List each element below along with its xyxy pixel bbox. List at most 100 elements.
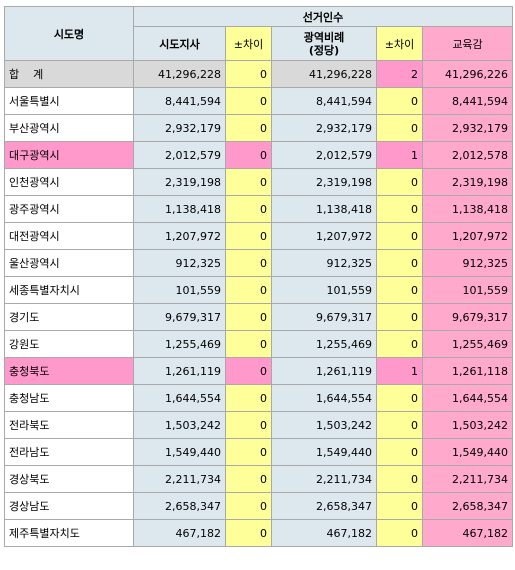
sido-count-cell[interactable]: 467,182 (133, 519, 226, 547)
metro-count-cell[interactable]: 1,207,972 (271, 222, 377, 250)
sido-count-cell[interactable]: 2,319,198 (133, 168, 226, 196)
diff1-cell[interactable]: 0 (225, 195, 272, 223)
region-name-cell[interactable]: 경상남도 (4, 492, 134, 520)
diff1-cell[interactable]: 0 (225, 330, 272, 358)
sido-count-cell[interactable]: 8,441,594 (133, 87, 226, 115)
sido-count-cell[interactable]: 2,932,179 (133, 114, 226, 142)
metro-count-cell[interactable]: 1,549,440 (271, 438, 377, 466)
edu-count-cell[interactable]: 1,503,242 (422, 411, 513, 439)
sido-count-cell[interactable]: 2,211,734 (133, 465, 226, 493)
region-name-cell[interactable]: 충청북도 (4, 357, 134, 385)
diff1-cell[interactable]: 0 (225, 438, 272, 466)
metro-count-cell[interactable]: 1,255,469 (271, 330, 377, 358)
sido-count-cell[interactable]: 1,255,469 (133, 330, 226, 358)
edu-count-cell[interactable]: 1,138,418 (422, 195, 513, 223)
diff2-cell[interactable]: 0 (376, 303, 423, 331)
diff1-cell[interactable]: 0 (225, 114, 272, 142)
metro-count-cell[interactable]: 9,679,317 (271, 303, 377, 331)
diff2-cell[interactable]: 0 (376, 87, 423, 115)
diff1-cell[interactable]: 0 (225, 168, 272, 196)
metro-count-cell[interactable]: 2,319,198 (271, 168, 377, 196)
sido-count-cell[interactable]: 912,325 (133, 249, 226, 277)
region-name-cell[interactable]: 인천광역시 (4, 168, 134, 196)
sido-count-cell[interactable]: 1,503,242 (133, 411, 226, 439)
diff2-cell[interactable]: 0 (376, 519, 423, 547)
sido-count-cell[interactable]: 1,644,554 (133, 384, 226, 412)
sido-count-cell[interactable]: 101,559 (133, 276, 226, 304)
region-name-cell[interactable]: 전라남도 (4, 438, 134, 466)
edu-count-cell[interactable]: 41,296,226 (422, 60, 513, 88)
diff1-cell[interactable]: 0 (225, 276, 272, 304)
region-name-cell[interactable]: 강원도 (4, 330, 134, 358)
diff1-cell[interactable]: 0 (225, 141, 272, 169)
diff2-cell[interactable]: 1 (376, 141, 423, 169)
region-name-cell[interactable]: 광주광역시 (4, 195, 134, 223)
edu-count-cell[interactable]: 1,644,554 (422, 384, 513, 412)
diff2-cell[interactable]: 0 (376, 222, 423, 250)
metro-count-cell[interactable]: 2,658,347 (271, 492, 377, 520)
diff1-cell[interactable]: 0 (225, 87, 272, 115)
metro-count-cell[interactable]: 1,503,242 (271, 411, 377, 439)
diff2-cell[interactable]: 0 (376, 114, 423, 142)
diff2-cell[interactable]: 0 (376, 330, 423, 358)
edu-count-cell[interactable]: 2,932,179 (422, 114, 513, 142)
diff1-cell[interactable]: 0 (225, 60, 272, 88)
metro-count-cell[interactable]: 2,211,734 (271, 465, 377, 493)
sido-count-cell[interactable]: 1,261,119 (133, 357, 226, 385)
diff1-cell[interactable]: 0 (225, 519, 272, 547)
diff1-cell[interactable]: 0 (225, 222, 272, 250)
diff1-cell[interactable]: 0 (225, 249, 272, 277)
region-name-cell[interactable]: 경상북도 (4, 465, 134, 493)
sido-count-cell[interactable]: 2,012,579 (133, 141, 226, 169)
region-name-cell[interactable]: 부산광역시 (4, 114, 134, 142)
sido-count-cell[interactable]: 2,658,347 (133, 492, 226, 520)
metro-count-cell[interactable]: 1,644,554 (271, 384, 377, 412)
diff2-cell[interactable]: 0 (376, 168, 423, 196)
diff2-cell[interactable]: 0 (376, 438, 423, 466)
diff2-cell[interactable]: 0 (376, 249, 423, 277)
diff2-cell[interactable]: 0 (376, 465, 423, 493)
diff1-cell[interactable]: 0 (225, 492, 272, 520)
diff2-cell[interactable]: 0 (376, 411, 423, 439)
edu-count-cell[interactable]: 101,559 (422, 276, 513, 304)
sido-count-cell[interactable]: 1,138,418 (133, 195, 226, 223)
region-name-cell[interactable]: 경기도 (4, 303, 134, 331)
region-name-cell[interactable]: 전라북도 (4, 411, 134, 439)
metro-count-cell[interactable]: 41,296,228 (271, 60, 377, 88)
diff1-cell[interactable]: 0 (225, 465, 272, 493)
edu-count-cell[interactable]: 1,261,118 (422, 357, 513, 385)
diff2-cell[interactable]: 0 (376, 492, 423, 520)
edu-count-cell[interactable]: 2,319,198 (422, 168, 513, 196)
edu-count-cell[interactable]: 1,255,469 (422, 330, 513, 358)
metro-count-cell[interactable]: 1,261,119 (271, 357, 377, 385)
edu-count-cell[interactable]: 8,441,594 (422, 87, 513, 115)
diff1-cell[interactable]: 0 (225, 411, 272, 439)
diff2-cell[interactable]: 0 (376, 384, 423, 412)
region-name-cell[interactable]: 대구광역시 (4, 141, 134, 169)
region-name-cell[interactable]: 울산광역시 (4, 249, 134, 277)
region-name-cell[interactable]: 합 계 (4, 60, 134, 88)
sido-count-cell[interactable]: 9,679,317 (133, 303, 226, 331)
metro-count-cell[interactable]: 2,932,179 (271, 114, 377, 142)
diff1-cell[interactable]: 0 (225, 384, 272, 412)
edu-count-cell[interactable]: 2,211,734 (422, 465, 513, 493)
metro-count-cell[interactable]: 2,012,579 (271, 141, 377, 169)
region-name-cell[interactable]: 충청남도 (4, 384, 134, 412)
metro-count-cell[interactable]: 1,138,418 (271, 195, 377, 223)
sido-count-cell[interactable]: 41,296,228 (133, 60, 226, 88)
metro-count-cell[interactable]: 467,182 (271, 519, 377, 547)
region-name-cell[interactable]: 대전광역시 (4, 222, 134, 250)
diff2-cell[interactable]: 1 (376, 357, 423, 385)
sido-count-cell[interactable]: 1,549,440 (133, 438, 226, 466)
metro-count-cell[interactable]: 912,325 (271, 249, 377, 277)
edu-count-cell[interactable]: 1,549,440 (422, 438, 513, 466)
edu-count-cell[interactable]: 912,325 (422, 249, 513, 277)
diff2-cell[interactable]: 0 (376, 276, 423, 304)
diff2-cell[interactable]: 0 (376, 195, 423, 223)
metro-count-cell[interactable]: 8,441,594 (271, 87, 377, 115)
sido-count-cell[interactable]: 1,207,972 (133, 222, 226, 250)
edu-count-cell[interactable]: 9,679,317 (422, 303, 513, 331)
region-name-cell[interactable]: 세종특별자치시 (4, 276, 134, 304)
diff1-cell[interactable]: 0 (225, 357, 272, 385)
region-name-cell[interactable]: 서울특별시 (4, 87, 134, 115)
